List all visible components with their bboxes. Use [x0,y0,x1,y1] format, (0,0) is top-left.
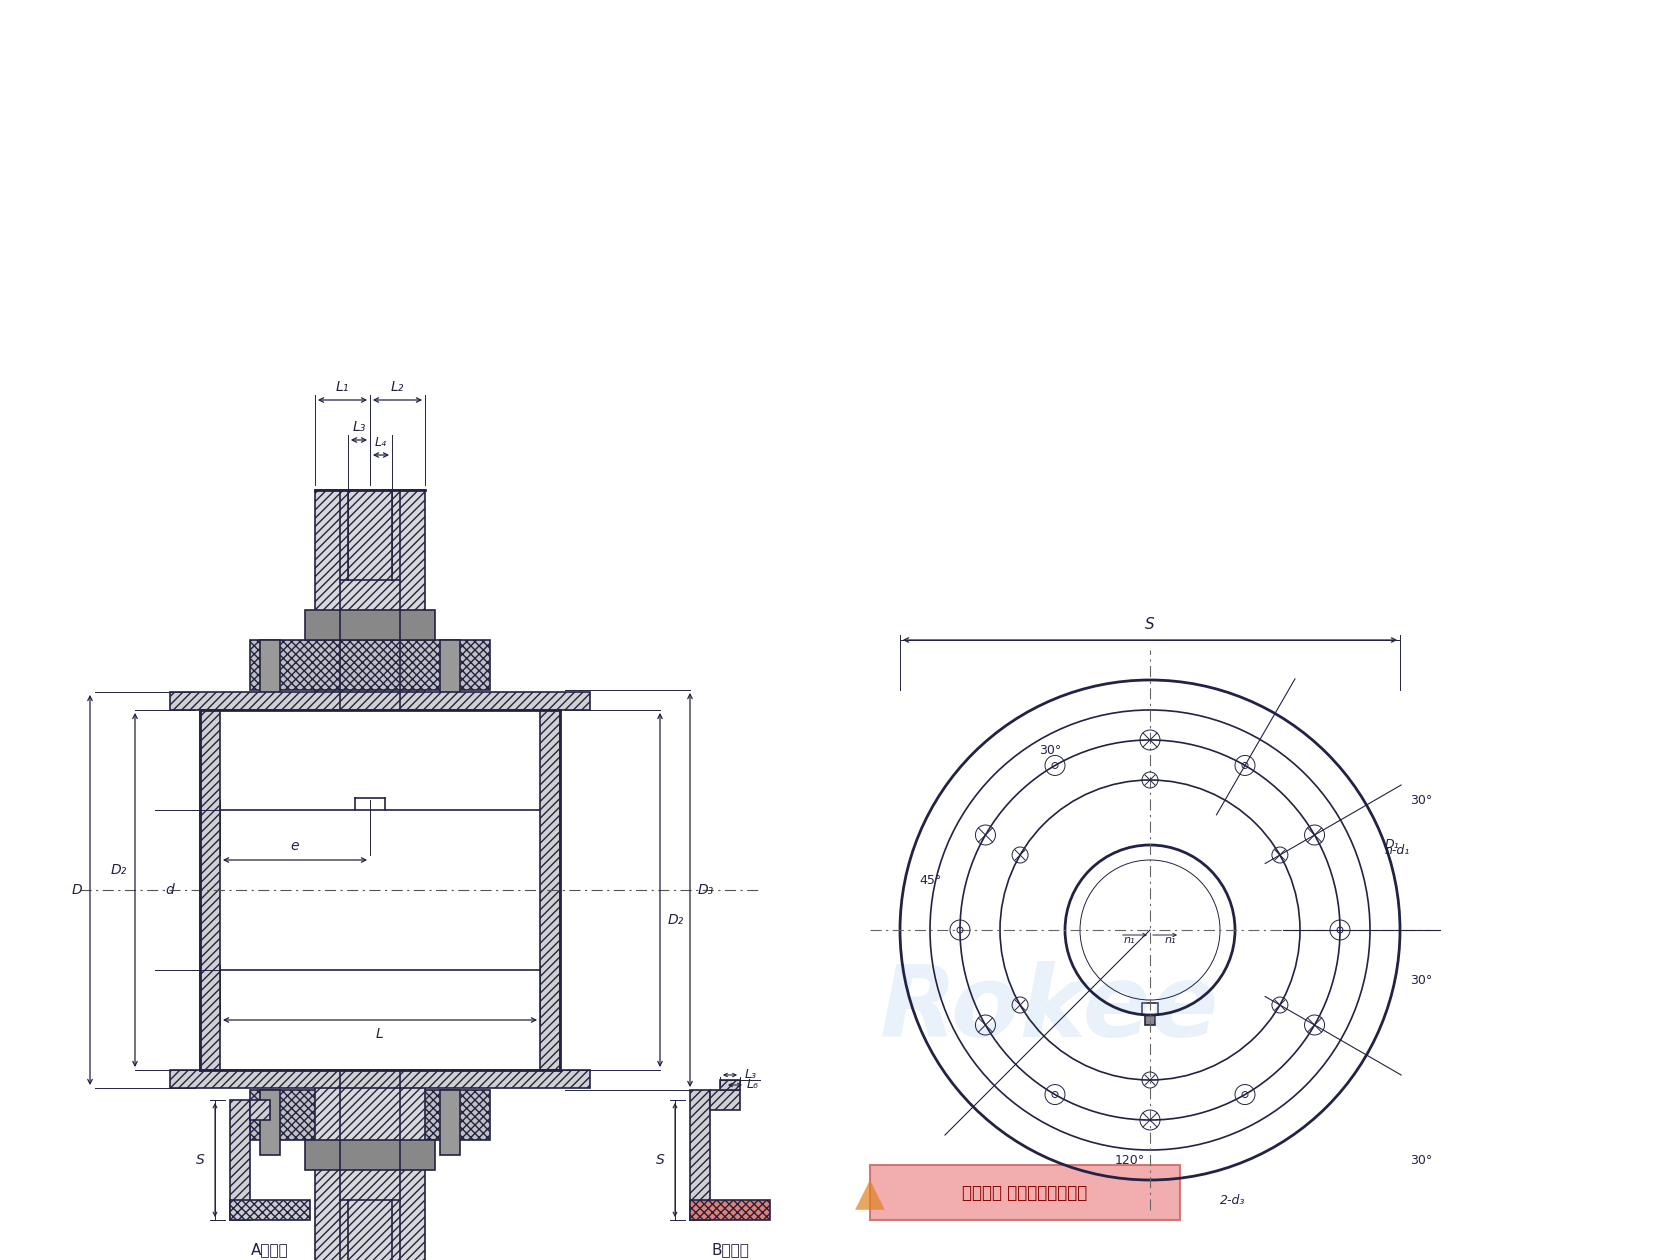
Text: L₄: L₄ [375,436,386,449]
Bar [170,692,590,709]
Text: S: S [657,1153,665,1167]
Text: D₂: D₂ [111,863,128,877]
Bar [1142,1003,1158,1016]
Text: D₁: D₁ [1384,838,1399,852]
Text: n-d₁: n-d₁ [1384,844,1410,857]
Bar [250,1100,270,1120]
Bar [690,1200,769,1220]
Text: S: S [1146,617,1154,633]
Bar [260,640,281,706]
Bar [440,640,460,706]
Bar [440,1090,460,1155]
Text: 30°: 30° [1410,794,1433,806]
Text: D: D [71,883,82,897]
Text: L₂: L₂ [391,381,405,394]
Text: L₆: L₆ [748,1079,759,1091]
Bar [690,1090,711,1220]
Bar [306,1140,435,1171]
Text: S: S [197,1153,205,1167]
Text: n₁: n₁ [1164,935,1176,945]
Bar [250,1090,491,1140]
Bar [316,1070,425,1260]
Bar [200,709,220,1070]
Bar [316,490,425,709]
Text: 120°: 120° [1116,1153,1146,1167]
Text: e: e [291,839,299,853]
Bar [170,1070,590,1087]
Bar [711,1090,739,1110]
Text: 30°: 30° [1410,974,1433,987]
Text: ▲: ▲ [855,1174,885,1212]
Text: D₃: D₃ [697,883,714,897]
Text: d: d [165,883,173,897]
Text: n₁: n₁ [1124,935,1136,945]
Bar [721,1080,739,1090]
Bar [260,1090,281,1155]
Text: 版权所有 侵权必被严厉追究: 版权所有 侵权必被严厉追究 [963,1184,1087,1202]
Bar [870,1166,1179,1220]
Bar [306,610,435,640]
Text: L₁: L₁ [336,381,349,394]
Text: D₂: D₂ [669,914,684,927]
Text: 45°: 45° [919,873,941,887]
Text: 2-d₃: 2-d₃ [1220,1193,1245,1207]
Text: 30°: 30° [1410,1153,1433,1167]
Bar [230,1200,311,1220]
Text: Rokee: Rokee [880,961,1220,1058]
Text: 30°: 30° [1038,743,1062,756]
Text: L: L [376,1027,383,1041]
Text: A型结构: A型结构 [250,1242,289,1257]
Bar [539,709,559,1070]
Bar [230,1100,250,1220]
Bar [1146,1016,1156,1024]
Bar [250,640,491,690]
Text: L₃: L₃ [353,420,366,433]
Text: L₃: L₃ [744,1068,758,1081]
Text: B型结构: B型结构 [711,1242,749,1257]
